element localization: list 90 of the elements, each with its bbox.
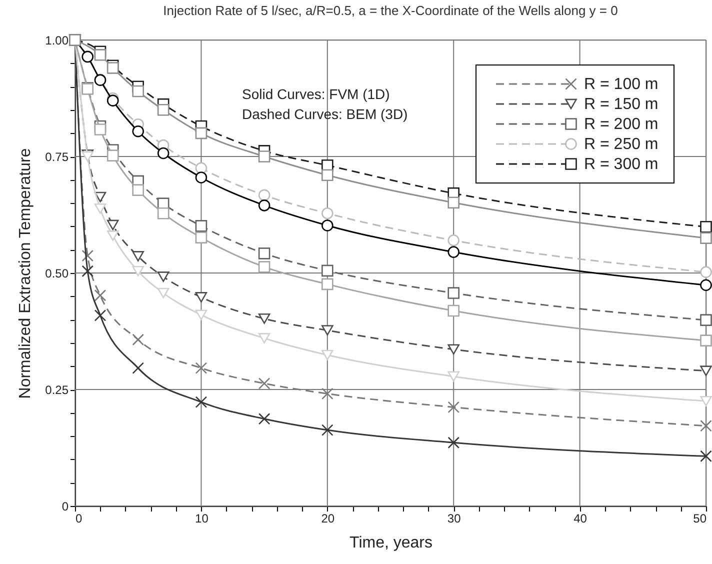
x-tick-label: 0 <box>76 512 82 526</box>
y-tick-label: 0.75 <box>45 150 69 164</box>
point <box>195 220 208 232</box>
point <box>448 344 460 355</box>
point <box>132 251 144 262</box>
point <box>322 278 334 290</box>
point <box>94 192 106 202</box>
point <box>258 200 270 212</box>
point <box>700 396 712 406</box>
y-axis-title: Normalized Extraction Temperature <box>17 148 34 399</box>
point <box>106 94 119 106</box>
point <box>94 124 106 136</box>
y-tick-label: 1.00 <box>45 34 69 48</box>
x-axis-title: Time, years <box>350 534 432 552</box>
point <box>195 292 208 302</box>
point <box>195 396 208 408</box>
point <box>700 420 712 432</box>
point <box>258 248 270 260</box>
annotation: Solid Curves: FVM (1D) <box>242 86 390 102</box>
point <box>157 104 170 116</box>
legend-label: R = 200 m <box>584 116 658 133</box>
point <box>157 272 170 282</box>
point <box>258 333 270 344</box>
point <box>82 250 94 262</box>
point <box>258 189 270 202</box>
point <box>322 424 334 436</box>
point <box>106 62 119 74</box>
point <box>94 289 106 302</box>
point <box>195 310 208 320</box>
point <box>106 220 119 230</box>
point <box>700 279 712 291</box>
point <box>322 264 334 277</box>
point <box>322 220 334 232</box>
point <box>94 310 106 322</box>
point <box>132 266 144 276</box>
point <box>700 366 712 376</box>
x-tick-label: 40 <box>574 512 588 526</box>
point <box>700 314 712 326</box>
legend-label: R = 100 m <box>584 76 658 93</box>
point <box>700 232 712 244</box>
y-tick-label: 0.50 <box>45 266 69 280</box>
x-tick-label: 10 <box>195 512 209 526</box>
point <box>448 401 460 414</box>
point <box>448 234 460 246</box>
point <box>700 450 712 462</box>
point <box>157 207 170 220</box>
point <box>448 371 460 382</box>
point <box>195 232 208 244</box>
point <box>132 85 144 98</box>
point <box>132 362 144 374</box>
y-tick-label: 0.25 <box>45 383 69 397</box>
point <box>195 362 208 374</box>
point <box>448 287 460 299</box>
point <box>322 169 334 182</box>
point <box>448 304 460 317</box>
point <box>258 412 270 425</box>
point <box>448 196 460 209</box>
point <box>258 150 270 162</box>
point <box>82 265 94 278</box>
point <box>448 436 460 449</box>
legend-label: R = 300 m <box>584 156 658 173</box>
point <box>258 313 270 324</box>
point <box>322 388 334 400</box>
x-tick-label: 50 <box>693 512 707 526</box>
point <box>322 325 334 336</box>
chart-title: Injection Rate of 5 l/sec, a/R=0.5, a = the X-Coordinate of the Wells along y = 0 <box>163 3 618 18</box>
point <box>106 230 119 241</box>
point <box>106 150 119 162</box>
legend-label: R = 150 m <box>584 96 658 113</box>
point <box>94 204 106 214</box>
point <box>157 288 170 298</box>
point <box>132 125 144 138</box>
point <box>132 184 144 196</box>
point <box>448 246 460 258</box>
x-tick-label: 20 <box>321 512 335 526</box>
point <box>195 127 208 140</box>
point <box>94 49 106 61</box>
point <box>157 147 170 160</box>
point <box>700 266 712 278</box>
point <box>322 207 334 220</box>
point <box>258 378 270 390</box>
legend-label: R = 250 m <box>584 136 658 153</box>
point <box>322 350 334 360</box>
point <box>700 334 712 346</box>
y-tick-label: 0 <box>62 500 69 514</box>
x-tick-label: 30 <box>447 512 462 526</box>
point <box>195 172 208 184</box>
point <box>258 261 270 273</box>
point <box>132 334 144 346</box>
point <box>700 220 712 233</box>
